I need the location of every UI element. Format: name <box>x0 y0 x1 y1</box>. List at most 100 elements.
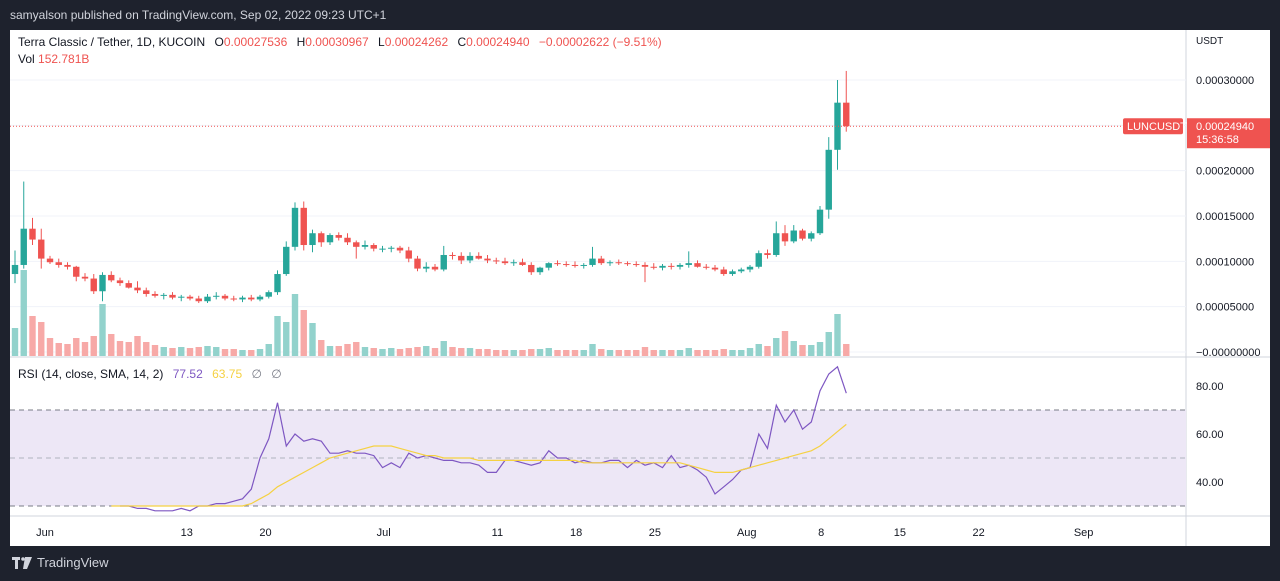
candle-body <box>519 262 526 265</box>
volume-bar <box>834 314 841 356</box>
candle-body <box>283 246 290 275</box>
time-tick-label: 8 <box>818 527 824 539</box>
candle-body <box>423 266 430 269</box>
candle-body <box>108 274 115 281</box>
price-axis-currency: USDT <box>1196 36 1223 47</box>
volume-bar <box>598 349 605 356</box>
candle-body <box>528 264 535 273</box>
volume-bar <box>388 348 395 356</box>
volume-bar <box>668 350 675 356</box>
volume-bar <box>11 328 19 356</box>
candle-body <box>676 264 684 267</box>
volume-bar <box>431 348 439 356</box>
published-header: samyalson published on TradingView.com, … <box>0 0 1280 30</box>
volume-bar <box>790 341 797 356</box>
candle-body <box>493 260 500 262</box>
candle-body <box>458 255 465 261</box>
volume-bar <box>501 350 509 356</box>
candle-body <box>685 263 692 265</box>
candle-body <box>73 266 80 277</box>
candle-body <box>248 297 255 300</box>
price-tick-label: 0.00020000 <box>1196 166 1254 178</box>
candle-body <box>764 253 771 255</box>
chart-canvas[interactable]: 0.00030000 0.00020000 0.00015000 0.00010000… <box>10 30 1270 546</box>
volume-bar <box>650 350 657 356</box>
price-tick-label: 0.00010000 <box>1196 256 1254 268</box>
volume-bar <box>423 346 430 356</box>
volume-bar <box>99 304 106 356</box>
candle-body <box>606 262 614 264</box>
volume-bar <box>230 349 237 356</box>
volume-bar <box>81 342 89 356</box>
candle-body <box>90 278 97 292</box>
symbol-title[interactable]: Terra Classic / Tether, 1D, KUCOIN <box>18 35 206 49</box>
candle-body <box>64 264 71 267</box>
volume-bar <box>624 350 631 356</box>
close-value: 0.00024940 <box>466 35 530 49</box>
volume-bar <box>738 350 745 356</box>
volume-bar <box>685 348 692 356</box>
candle-body <box>81 276 89 279</box>
candle-body <box>143 290 150 294</box>
candle-body <box>388 247 395 249</box>
volume-bar <box>64 344 71 356</box>
rsi-label[interactable]: RSI (14, close, SMA, 14, 2) <box>18 367 164 381</box>
volume-bar <box>344 344 351 356</box>
candle-body <box>755 253 762 267</box>
candle-body <box>484 258 491 261</box>
time-tick-label: Sep <box>1074 527 1094 539</box>
volume-bar <box>825 332 832 356</box>
candle-body <box>379 248 386 250</box>
volume-bar <box>90 336 97 356</box>
time-tick-label: Jul <box>377 527 391 539</box>
rsi-legend: RSI (14, close, SMA, 14, 2) 77.52 63.75 … <box>18 367 282 381</box>
close-label: C <box>457 35 467 49</box>
volume-bar <box>764 346 771 356</box>
volume-bar <box>361 347 369 356</box>
candle-body <box>239 297 246 300</box>
volume-legend: Vol 152.781B <box>18 52 89 66</box>
volume-bar <box>108 334 115 356</box>
chart-frame[interactable]: 0.00030000 0.00020000 0.00015000 0.00010000… <box>10 30 1270 546</box>
candle-body <box>466 255 474 261</box>
price-tick-label: 0.00005000 <box>1196 302 1254 314</box>
volume-bar <box>773 338 780 356</box>
volume-bar <box>283 322 290 356</box>
candle-body <box>213 295 220 297</box>
volume-bar <box>729 350 736 356</box>
candle-body <box>834 102 841 150</box>
last-price-tag <box>1187 118 1270 149</box>
symbol-tag <box>1123 118 1183 135</box>
candle-body <box>510 262 517 264</box>
volume-bar <box>29 316 36 356</box>
volume-bar <box>300 310 307 356</box>
volume-bar <box>816 342 824 356</box>
rsi-sma-line <box>111 423 847 507</box>
candle-body <box>580 264 587 266</box>
volume-bar <box>703 350 710 356</box>
volume-bar <box>125 342 132 356</box>
high-value: 0.00030967 <box>305 35 369 49</box>
volume-bar <box>493 350 500 356</box>
candle-body <box>781 233 789 242</box>
candle-body <box>720 269 727 275</box>
volume-bar <box>73 338 80 356</box>
candle-body <box>353 242 360 247</box>
volume-bar <box>799 345 806 356</box>
candle-body <box>440 254 447 270</box>
candle-body <box>501 261 509 264</box>
volume-bar <box>248 350 255 356</box>
vol-value: 152.781B <box>38 52 90 66</box>
volume-bar <box>221 349 229 356</box>
rsi-line <box>120 365 847 512</box>
volume-bar <box>554 350 561 356</box>
time-tick-label: 13 <box>181 527 193 539</box>
footer: TradingView <box>0 546 1280 581</box>
symbol-tag-label: LUNCUSDT <box>1127 121 1187 133</box>
candle-body <box>55 262 62 265</box>
rsi-tick-label: 80.00 <box>1196 381 1224 393</box>
tradingview-logo[interactable]: TradingView <box>12 555 109 570</box>
candle-body <box>396 247 404 251</box>
candle-body <box>536 267 544 273</box>
volume-bar <box>843 344 850 356</box>
